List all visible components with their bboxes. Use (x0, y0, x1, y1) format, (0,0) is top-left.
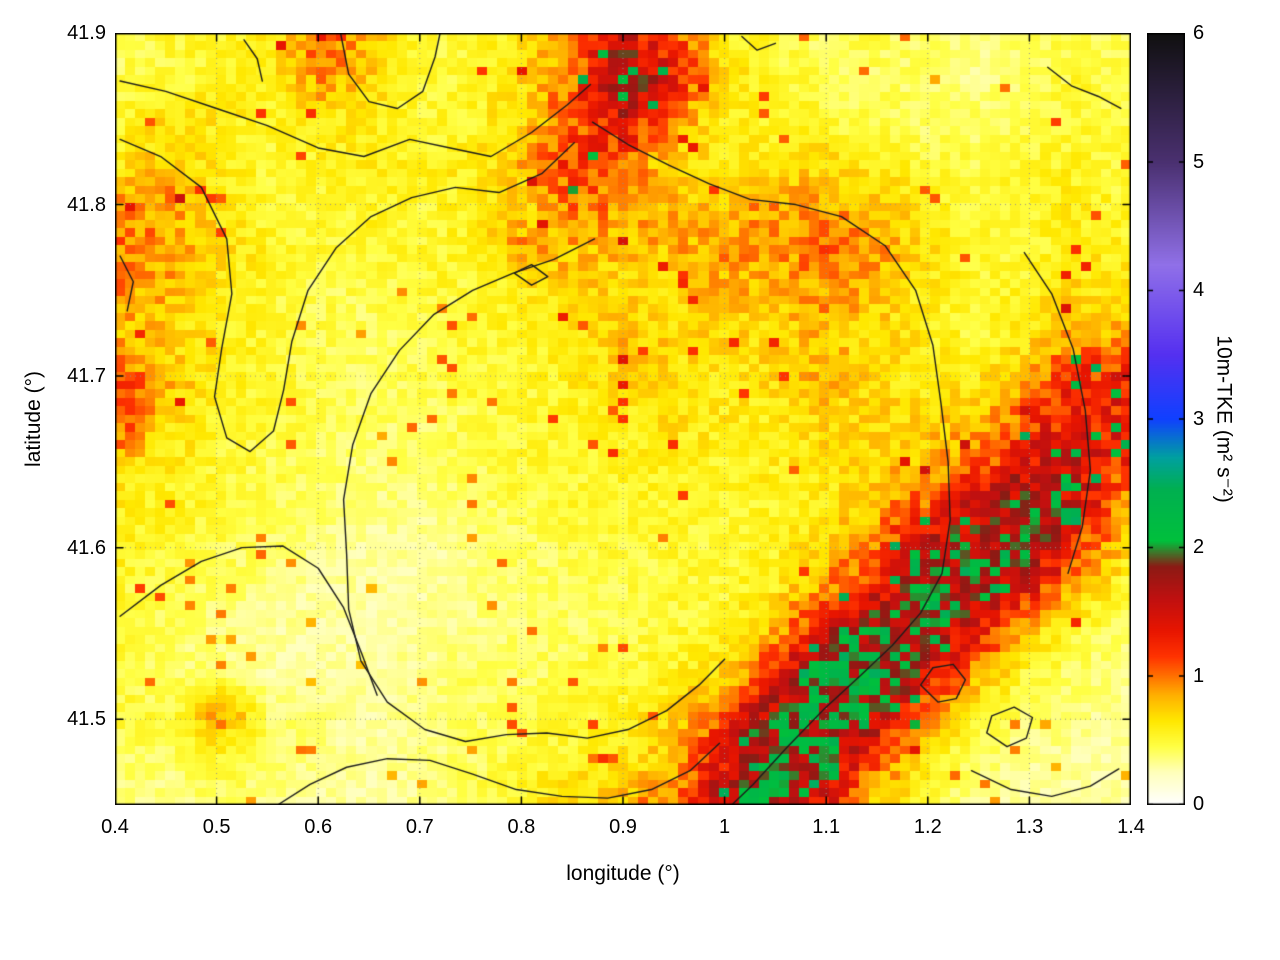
colorbar-canvas (1147, 33, 1185, 805)
x-tick-label: 0.9 (609, 816, 637, 838)
y-tick-label: 41.8 (67, 193, 106, 216)
y-axis-label: latitude (°) (22, 371, 45, 467)
colorbar-tick-label: 6 (1193, 22, 1205, 44)
colorbar-tick-label: 0 (1193, 793, 1205, 815)
colorbar-tick-label: 5 (1193, 150, 1205, 173)
colorbar-tick-label: 3 (1193, 407, 1205, 430)
x-tick-label: 1 (719, 816, 731, 838)
colorbar-tick-label: 1 (1193, 664, 1205, 687)
x-tick-label: 1.2 (913, 816, 942, 838)
y-tick-label: 41.5 (67, 708, 106, 731)
colorbar-tick-label: 2 (1193, 536, 1205, 558)
colorbar-tick-label: 4 (1193, 279, 1205, 301)
x-axis-label: longitude (°) (566, 862, 680, 885)
y-tick-label: 41.9 (67, 22, 106, 44)
x-tick-label: 0.6 (304, 816, 333, 838)
x-tick-label: 1.3 (1015, 816, 1044, 838)
x-tick-label: 1.4 (1117, 816, 1145, 838)
x-tick-label: 0.5 (202, 816, 231, 838)
x-tick-label: 0.7 (405, 816, 434, 838)
x-tick-label: 1.1 (812, 816, 841, 838)
y-tick-label: 41.6 (67, 536, 106, 559)
colorbar-label: 10m-TKE (m² s⁻²) (1212, 335, 1236, 503)
y-tick-label: 41.7 (67, 365, 106, 388)
heatmap-canvas (115, 33, 1131, 805)
x-tick-label: 0.8 (507, 816, 536, 838)
x-tick-label: 0.4 (101, 816, 129, 838)
